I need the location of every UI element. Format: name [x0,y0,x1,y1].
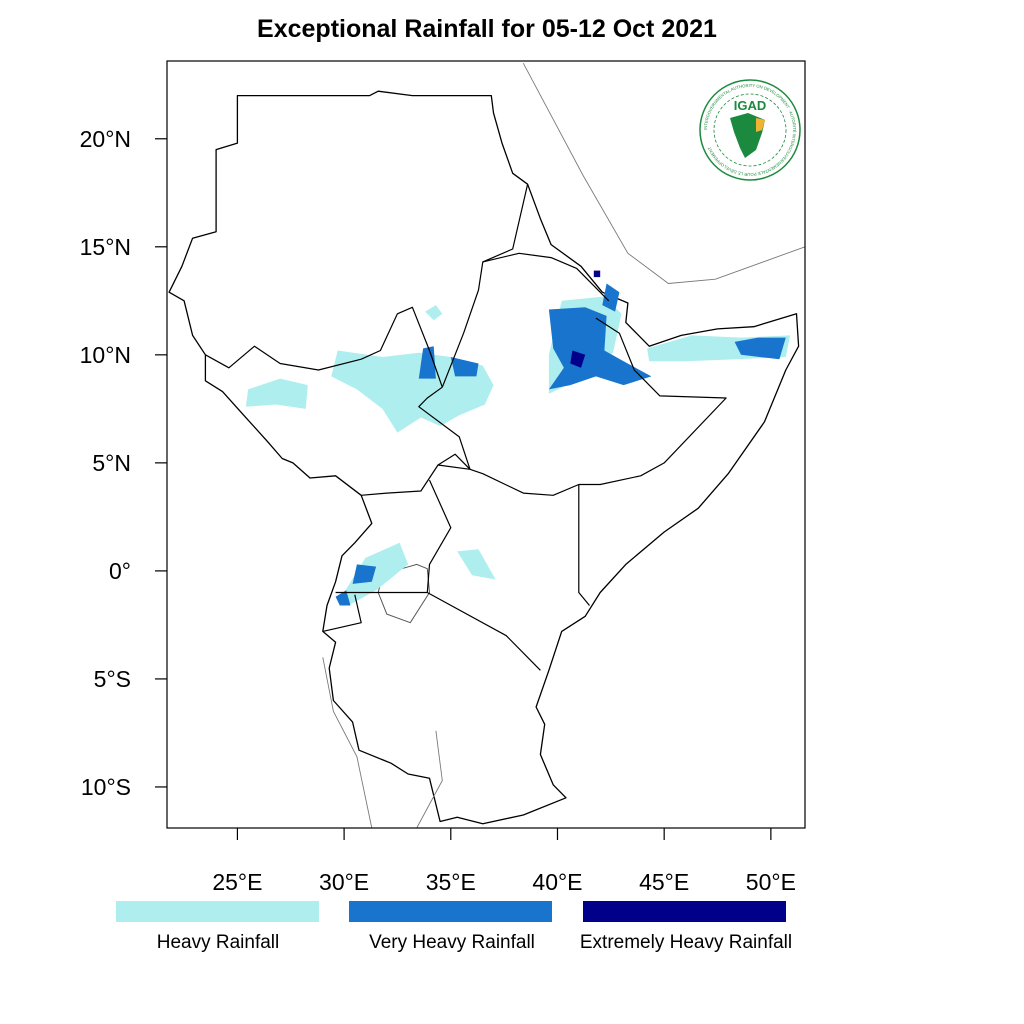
country-border [441,184,529,388]
country-border [205,306,443,388]
coastline [522,62,806,284]
lake-victoria [377,563,431,624]
x-tick-label: 40°E [532,869,582,895]
logo-text: IGAD [734,98,767,113]
y-tick-label: 20°N [80,126,131,152]
rain-area-very-heavy [734,337,786,360]
country-border [322,594,362,632]
y-tick-label: 10°N [80,342,131,368]
legend-swatch [349,901,552,922]
country-border [469,317,727,496]
legend-swatch [583,901,786,922]
x-tick-label: 50°E [746,869,796,895]
coastline [416,730,443,829]
map-title: Exceptional Rainfall for 05-12 Oct 2021 [257,15,717,43]
country-border [578,484,590,606]
country-border [437,453,471,470]
y-tick-label: 0° [109,558,131,584]
country-borders [205,62,806,829]
rain-area-heavy [331,350,494,433]
rainfall-overlay [245,270,791,606]
coastline [322,657,373,829]
x-tick-label: 35°E [426,869,476,895]
country-border [482,252,610,302]
legend-label: Very Heavy Rainfall [369,932,535,953]
rain-area-heavy [425,305,443,321]
legend-label: Heavy Rainfall [157,932,280,953]
y-tick-label: 5°N [92,450,131,476]
country-border [361,464,471,496]
x-tick-label: 25°E [212,869,262,895]
rain-area-extremely-heavy [593,270,601,278]
x-tick-label: 30°E [319,869,369,895]
longitude-axis: 25°E 30°E 35°E 40°E 45°E 50°E [212,828,796,895]
rain-area-heavy [344,542,409,606]
rainfall-legend: Heavy Rainfall Very Heavy Rainfall Extreme… [116,901,792,953]
rain-area-heavy [457,549,496,580]
country-border [426,479,452,593]
x-tick-label: 45°E [639,869,689,895]
y-tick-label: 5°S [94,666,131,692]
map-frame [166,60,806,829]
rain-area-very-heavy [335,590,351,606]
legend-label: Extremely Heavy Rainfall [580,932,792,953]
latitude-axis: 20°N 15°N 10°N 5°N 0° 5°S 10°S [80,126,167,800]
country-border [418,386,471,470]
y-tick-label: 10°S [81,774,131,800]
country-border [427,591,541,671]
y-tick-label: 15°N [80,234,131,260]
rain-area-very-heavy [418,346,436,379]
rain-area-very-heavy [548,307,652,390]
rain-area-very-heavy [352,564,377,584]
rain-area-heavy [245,378,308,409]
rain-area-very-heavy [450,357,479,377]
legend-swatch [116,901,319,922]
rain-area-very-heavy [602,283,620,312]
rain-area-extremely-heavy [570,350,586,368]
